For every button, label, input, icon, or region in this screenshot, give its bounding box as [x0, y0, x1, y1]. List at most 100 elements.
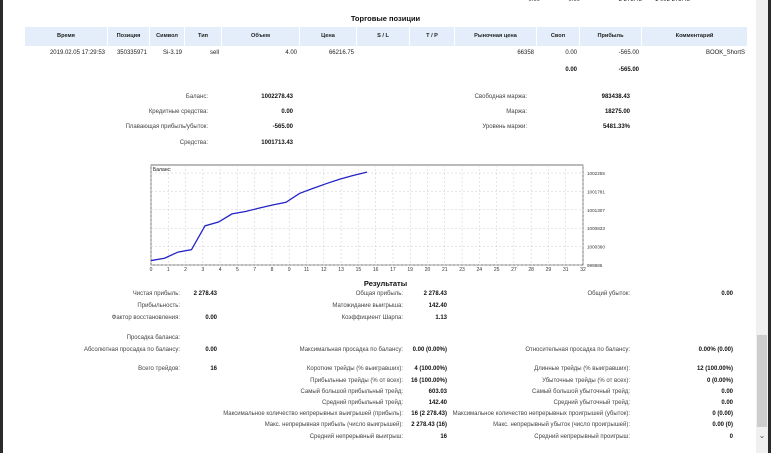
result-value: 0.00 — [721, 389, 733, 395]
column-header: Время — [25, 27, 108, 46]
result-value: 0 (0.00) — [712, 411, 733, 417]
result-value: 12 (100.00%) — [696, 366, 733, 372]
result-label: Всего трейдов: — [138, 366, 180, 372]
position-cell: 0.00 — [565, 50, 577, 56]
result-value: 1.13 — [435, 315, 447, 321]
result-value: 16 — [440, 434, 447, 440]
result-label: Длинные трейды (% выигравших): — [534, 366, 630, 372]
column-header: Своп — [537, 27, 580, 46]
result-value: 0.00 — [205, 347, 217, 353]
x-tick-label: 19 — [407, 267, 413, 273]
position-cell: BOOK_ShortS — [705, 50, 745, 56]
x-tick-label: 27 — [511, 267, 517, 273]
account-label: Свободная маржа: — [474, 94, 527, 100]
x-tick-label: 11 — [304, 267, 309, 273]
x-tick-label: 17 — [390, 267, 396, 273]
result-label: Самый большой прибыльный трейд: — [300, 389, 403, 395]
position-cell: 2019.02.05 17:29:53 — [49, 50, 105, 56]
result-value: 0 — [729, 434, 733, 440]
partial-cell: 0.00 — [568, 0, 580, 3]
account-label: Кредитные средства: — [148, 109, 208, 115]
result-value: 142.40 — [428, 303, 447, 309]
column-header: Тип — [185, 27, 222, 46]
chevron-down-icon[interactable]: ⌄ — [758, 431, 766, 440]
x-tick-label: 12 — [321, 267, 327, 273]
x-tick-label: 5 — [236, 267, 239, 273]
position-cell: -565.00 — [618, 50, 639, 56]
x-tick-label: 15 — [356, 267, 362, 273]
account-value: -565.00 — [272, 124, 293, 130]
x-tick-label: 28 — [528, 267, 534, 273]
result-value: 2 278.43 — [193, 291, 217, 297]
y-tick-label: 1001307 — [587, 208, 605, 213]
x-tick-label: 16 — [373, 267, 379, 273]
result-label: Общая прибыль: — [355, 291, 403, 297]
column-header: Позиция — [108, 27, 150, 46]
position-cell: 66358 — [517, 50, 534, 56]
window-border-right — [768, 0, 771, 453]
position-cell: 66216.75 — [328, 50, 354, 56]
x-tick-label: 20 — [425, 267, 431, 273]
y-tick-label: 1002255 — [587, 171, 605, 176]
partial-cell: 2 278.43 — [618, 0, 642, 3]
result-value: 603.03 — [428, 389, 447, 395]
result-value: 0.00% (0.00) — [698, 347, 733, 353]
result-label: Чистая прибыль: — [132, 291, 180, 297]
result-value: 0 (0.00%) — [706, 378, 733, 384]
column-header: Объем — [222, 27, 300, 46]
scrollbar-thumb[interactable] — [757, 335, 767, 427]
window-border-left — [0, 0, 3, 453]
result-label: Абсолютная просадка по балансу: — [83, 347, 180, 353]
chart-title: Баланс: — [153, 167, 171, 173]
result-value: 16 (2 278.43) — [411, 411, 447, 417]
total-swap: 0.00 — [565, 67, 577, 73]
balance-line — [150, 171, 368, 262]
result-label: Общий убыток: — [587, 291, 630, 297]
x-tick-label: 21 — [442, 267, 448, 273]
vertical-scrollbar[interactable]: ⌄ — [756, 0, 768, 453]
x-tick-label: 2 — [184, 267, 187, 273]
result-value: 2 278.43 (16) — [411, 422, 447, 428]
column-header: Цена — [300, 27, 357, 46]
y-tick-label: 1001781 — [587, 189, 605, 194]
x-tick-label: 23 — [459, 267, 465, 273]
result-label: Максимальное количество непрерывных выиг… — [223, 411, 403, 417]
result-label: Средний непрерывный выигрыш: — [309, 434, 403, 440]
account-value: 1001713.43 — [261, 140, 293, 146]
result-value: 0.00 — [721, 400, 733, 406]
y-tick-label: 1000360 — [587, 245, 605, 250]
result-value: 16 (100.00%) — [410, 378, 447, 384]
result-value: 0.00 — [721, 291, 733, 297]
account-value: 18275.00 — [604, 109, 630, 115]
result-label: Средний убыточный трейд: — [553, 400, 630, 406]
column-header: Символ — [150, 27, 185, 46]
x-tick-label: 7 — [253, 267, 256, 273]
column-header: Комментарий — [642, 27, 748, 46]
result-label: Коэффициент Шарпа: — [341, 315, 403, 321]
column-header: Рыночная цена — [455, 27, 537, 46]
result-label: Средний непрерывный проигрыш: — [534, 434, 630, 440]
column-header: Прибыль — [580, 27, 642, 46]
result-value: 4 (100.00%) — [414, 366, 447, 372]
partial-cell: 0.00 — [528, 0, 540, 3]
result-label: Максимальное количество непрерывных прои… — [452, 411, 630, 417]
x-tick-label: 29 — [546, 267, 552, 273]
results-title: Результаты — [363, 279, 408, 288]
position-cell: 350335971 — [116, 50, 147, 56]
account-label: Плавающая прибыль/убыток: — [125, 124, 208, 130]
account-value: 5481.33% — [602, 124, 630, 130]
result-value: 2 278.43 — [423, 291, 447, 297]
result-label: Относительная просадка по балансу: — [525, 347, 630, 353]
result-label: Прибыльность: — [137, 303, 180, 309]
account-label: Средства: — [179, 140, 208, 146]
total-profit: -565.00 — [618, 67, 639, 73]
positions-title: Торговые позиции — [350, 14, 421, 23]
x-tick-label: 4 — [219, 267, 222, 273]
x-tick-label: 32 — [580, 267, 586, 273]
x-tick-label: 9 — [288, 267, 291, 273]
position-cell: Si-3.19 — [162, 50, 182, 56]
x-tick-label: 13 — [338, 267, 344, 273]
x-tick-label: 0 — [150, 267, 153, 273]
position-cell: sell — [209, 50, 219, 56]
